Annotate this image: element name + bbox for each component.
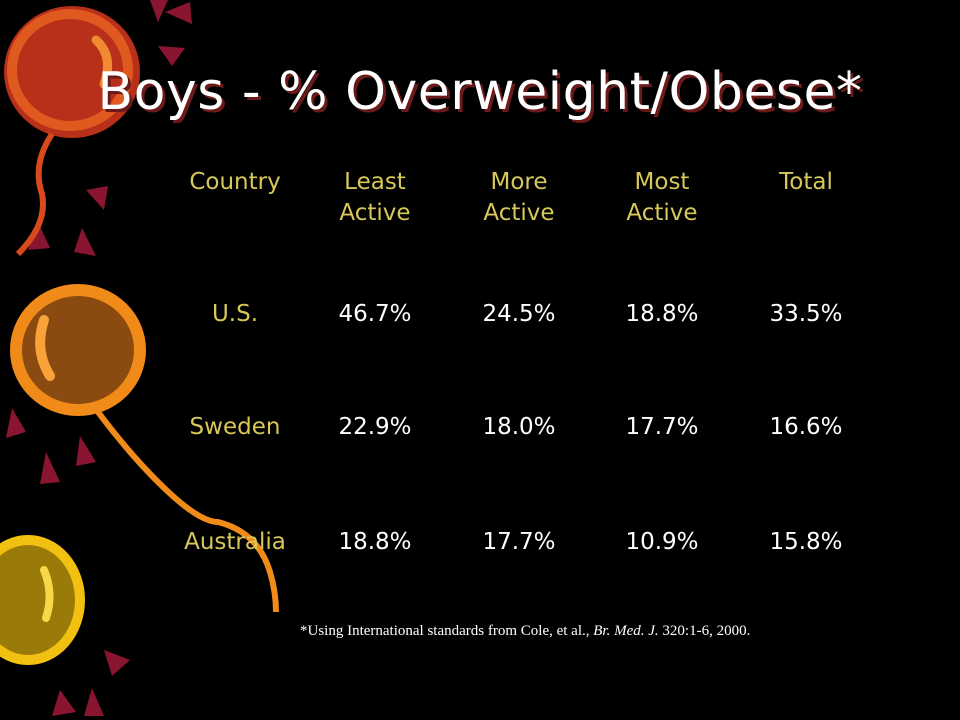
table-cell: 17.7% bbox=[625, 414, 699, 440]
footnote-prefix: *Using International standards from Cole… bbox=[300, 623, 594, 639]
balloon-orange-icon bbox=[10, 284, 279, 613]
table-cell: 10.9% bbox=[625, 529, 699, 555]
footnote-suffix: 320:1-6, 2000. bbox=[658, 623, 751, 639]
header-least-active: Least Active bbox=[339, 169, 411, 226]
table-cell: 22.9% bbox=[338, 414, 412, 440]
table-cell: 24.5% bbox=[482, 301, 556, 327]
table-cell: 18.8% bbox=[338, 529, 412, 555]
header-country: Country bbox=[189, 169, 281, 195]
header-more-active: More Active bbox=[483, 169, 555, 226]
footnote: *Using International standards from Cole… bbox=[300, 623, 900, 640]
table-cell: 15.8% bbox=[769, 529, 843, 555]
row-country-australia: Australia bbox=[184, 529, 286, 555]
header-total: Total bbox=[779, 169, 833, 195]
table-cell: 17.7% bbox=[482, 529, 556, 555]
footnote-journal: Br. Med. J. bbox=[593, 623, 659, 639]
table-cell: 16.6% bbox=[769, 414, 843, 440]
slide-title: Boys - % Overweight/Obese* bbox=[97, 62, 863, 122]
table-cell: 33.5% bbox=[769, 301, 843, 327]
confetti-icon bbox=[6, 0, 192, 716]
header-most-active: Most Active bbox=[626, 169, 698, 226]
row-country-us: U.S. bbox=[211, 301, 259, 327]
balloons-decoration bbox=[0, 0, 279, 716]
row-country-sweden: Sweden bbox=[189, 414, 281, 440]
table-cell: 18.8% bbox=[625, 301, 699, 327]
balloon-red-icon bbox=[4, 6, 140, 257]
table-cell: 18.0% bbox=[482, 414, 556, 440]
table-cell: 46.7% bbox=[338, 301, 412, 327]
balloon-yellow-icon bbox=[0, 535, 85, 665]
